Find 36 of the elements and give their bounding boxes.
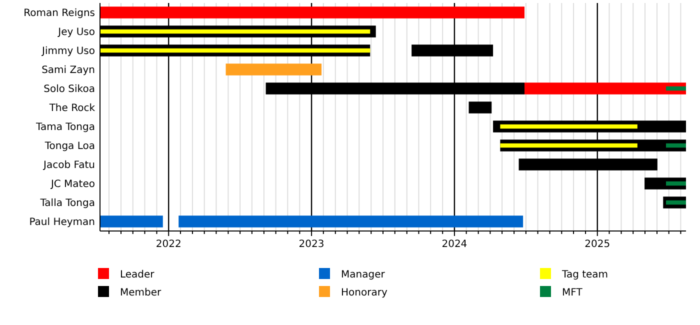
y-tick-label: Talla Tonga (39, 198, 95, 209)
bar (100, 48, 370, 53)
y-tick-label: Jacob Fatu (42, 160, 95, 171)
bar (100, 6, 524, 18)
y-tick-label: Jimmy Uso (41, 46, 95, 57)
legend-label: Honorary (341, 288, 388, 298)
bar (500, 143, 638, 148)
y-tick-label: Tonga Loa (44, 141, 95, 152)
x-tick-label: 2022 (156, 239, 182, 250)
bar (666, 181, 686, 186)
bar (666, 86, 686, 91)
x-tick-label: 2023 (298, 239, 324, 250)
y-tick-label: The Rock (48, 103, 96, 114)
y-tick-label: Roman Reigns (24, 8, 95, 19)
bar (666, 200, 686, 205)
legend-label: Member (120, 288, 162, 298)
y-tick-label: Paul Heyman (29, 217, 95, 228)
y-tick-label: Sami Zayn (42, 65, 95, 76)
y-tick-label: Tama Tonga (35, 122, 95, 133)
bar (226, 64, 322, 76)
legend-label: Leader (120, 270, 156, 280)
legend-label: MFT (562, 288, 584, 298)
bar (500, 124, 638, 129)
bar (100, 29, 370, 34)
legend-label: Manager (341, 270, 386, 280)
bar (666, 143, 686, 148)
bar (178, 216, 524, 228)
bar (468, 102, 492, 114)
y-tick-label: JC Mateo (50, 179, 95, 190)
bar (524, 82, 686, 94)
bar (100, 216, 163, 228)
y-tick-label: Jey Uso (57, 27, 95, 38)
x-tick-label: 2025 (584, 239, 610, 250)
x-tick-label: 2024 (442, 239, 468, 250)
legend-label: Tag team (561, 270, 608, 280)
y-tick-label: Solo Sikoa (44, 84, 95, 95)
